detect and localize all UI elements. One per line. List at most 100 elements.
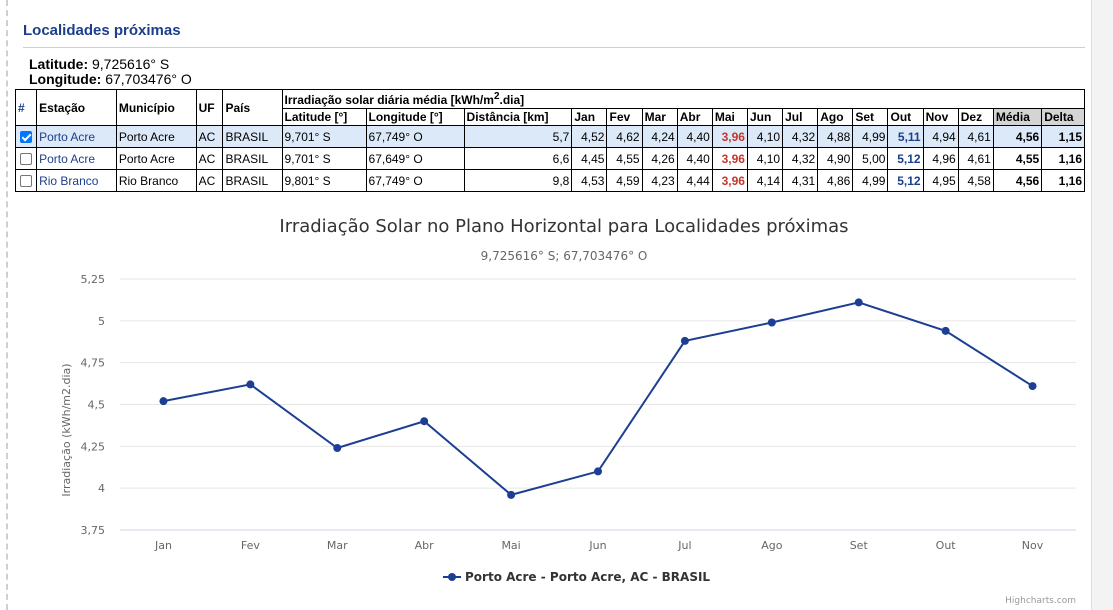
month-value-cell: 4,23: [641, 169, 678, 192]
series-line: [163, 301, 1034, 496]
data-point[interactable]: [507, 490, 516, 499]
pais-cell: BRASIL: [222, 125, 283, 148]
row-checkbox[interactable]: [20, 131, 33, 144]
chart-title: Irradiação Solar no Plano Horizontal par…: [279, 216, 848, 237]
col-pais: País: [222, 89, 283, 126]
col-month-ago: Ago: [817, 108, 854, 126]
month-value-cell: 5,12: [887, 169, 924, 192]
uf-cell: AC: [195, 147, 224, 170]
data-point[interactable]: [854, 298, 863, 307]
longitude-cell: 67,749° O: [365, 125, 465, 148]
month-value-cell: 4,52: [571, 125, 608, 148]
uf-cell: AC: [195, 125, 224, 148]
table-row: Porto Acre Porto Acre AC BRASIL 9,701° S 67,6…: [14, 147, 1085, 170]
media-cell: 4,55: [992, 147, 1043, 170]
station-cell: Porto Acre: [36, 125, 117, 148]
longitude-value: 67,703476° O: [105, 71, 192, 87]
month-value-cell: 4,88: [817, 125, 854, 148]
month-value-cell: 4,99: [852, 125, 889, 148]
month-value-cell: 3,96: [711, 147, 748, 170]
municipio-cell: Porto Acre: [115, 147, 197, 170]
month-value-cell: 5,11: [887, 125, 924, 148]
month-value-cell: 4,90: [817, 147, 854, 170]
col-uf: UF: [195, 89, 224, 126]
month-value-cell: 4,26: [641, 147, 678, 170]
y-tick-label: 4,5: [88, 399, 106, 412]
latitude-cell: 9,701° S: [281, 147, 367, 170]
station-link[interactable]: Rio Branco: [39, 173, 99, 188]
station-link[interactable]: Porto Acre: [39, 129, 96, 144]
data-point[interactable]: [159, 397, 168, 406]
y-tick-label: 5: [98, 315, 105, 328]
data-point[interactable]: [420, 417, 429, 426]
longitude-line: Longitude: 67,703476° O: [29, 71, 192, 87]
irradiation-chart: Irradiação Solar no Plano Horizontal par…: [60, 216, 1076, 606]
col-month-set: Set: [852, 108, 889, 126]
x-tick-label: Jan: [154, 539, 172, 552]
series-points: [159, 298, 1037, 499]
data-point[interactable]: [767, 318, 776, 327]
row-checkbox[interactable]: [20, 175, 33, 188]
distance-cell: 9,8: [463, 169, 573, 192]
month-value-cell: 4,61: [957, 147, 994, 170]
latitude-cell: 9,801° S: [281, 169, 367, 192]
col-media: Média: [992, 108, 1043, 126]
pais-cell: BRASIL: [222, 169, 283, 192]
col-month-out: Out: [887, 108, 924, 126]
table-row: Rio Branco Rio Branco AC BRASIL 9,801° S 67,7…: [14, 169, 1085, 192]
col-month-abr: Abr: [676, 108, 713, 126]
col-delta: Delta: [1041, 108, 1085, 126]
month-value-cell: 4,59: [606, 169, 643, 192]
y-axis-ticks: 3,75 4 4,25 4,5 4,75 5 5,25: [81, 273, 106, 537]
col-month-jan: Jan: [571, 108, 608, 126]
latitude-label: Latitude:: [29, 56, 89, 72]
month-value-cell: 4,24: [641, 125, 678, 148]
data-point[interactable]: [680, 336, 689, 345]
y-tick-label: 4,25: [81, 440, 106, 453]
col-month-jul: Jul: [782, 108, 819, 126]
x-tick-label: Mar: [327, 539, 348, 552]
y-tick-label: 5,25: [81, 273, 106, 286]
y-tick-label: 3,75: [81, 524, 106, 537]
month-value-cell: 4,44: [676, 169, 713, 192]
station-link[interactable]: Porto Acre: [39, 151, 96, 166]
month-value-cell: 4,10: [746, 147, 784, 170]
data-point[interactable]: [1028, 382, 1037, 391]
data-point[interactable]: [333, 444, 342, 453]
row-checkbox[interactable]: [20, 153, 33, 166]
month-value-cell: 4,55: [606, 147, 643, 170]
x-tick-label: Set: [850, 539, 869, 552]
station-cell: Rio Branco: [36, 169, 117, 192]
x-tick-label: Fev: [241, 539, 260, 552]
stations-table: # Estação Município UF País Irradiação s…: [14, 89, 1086, 192]
delta-cell: 1,15: [1041, 125, 1085, 148]
data-point[interactable]: [941, 326, 950, 335]
distance-cell: 6,6: [463, 147, 573, 170]
media-cell: 4,56: [992, 125, 1043, 148]
col-municipio: Município: [115, 89, 197, 126]
x-tick-label: Mai: [501, 539, 520, 552]
month-value-cell: 3,96: [711, 169, 748, 192]
col-month-mai: Mai: [711, 108, 748, 126]
section-title: Localidades próximas: [23, 22, 181, 39]
legend[interactable]: Porto Acre - Porto Acre, AC - BRASIL: [443, 570, 710, 584]
select-cell: [14, 147, 38, 170]
data-point[interactable]: [594, 467, 602, 476]
month-value-cell: 4,32: [782, 147, 819, 170]
chart-subtitle: 9,725616° S; 67,703476° O: [481, 249, 648, 263]
data-point[interactable]: [246, 380, 255, 389]
col-month-mar: Mar: [641, 108, 678, 126]
uf-cell: AC: [195, 169, 224, 192]
title-divider: [23, 47, 1085, 48]
longitude-cell: 67,649° O: [365, 147, 465, 170]
station-cell: Porto Acre: [36, 147, 117, 170]
left-border: [6, 0, 8, 610]
scrollbar[interactable]: [1091, 0, 1113, 610]
month-value-cell: 4,99: [852, 169, 889, 192]
delta-cell: 1,16: [1041, 169, 1085, 192]
longitude-cell: 67,749° O: [365, 169, 465, 192]
month-value-cell: 4,61: [957, 125, 994, 148]
credits-link[interactable]: Highcharts.com: [1005, 596, 1076, 606]
month-value-cell: 4,96: [922, 147, 959, 170]
select-cell: [14, 125, 38, 148]
